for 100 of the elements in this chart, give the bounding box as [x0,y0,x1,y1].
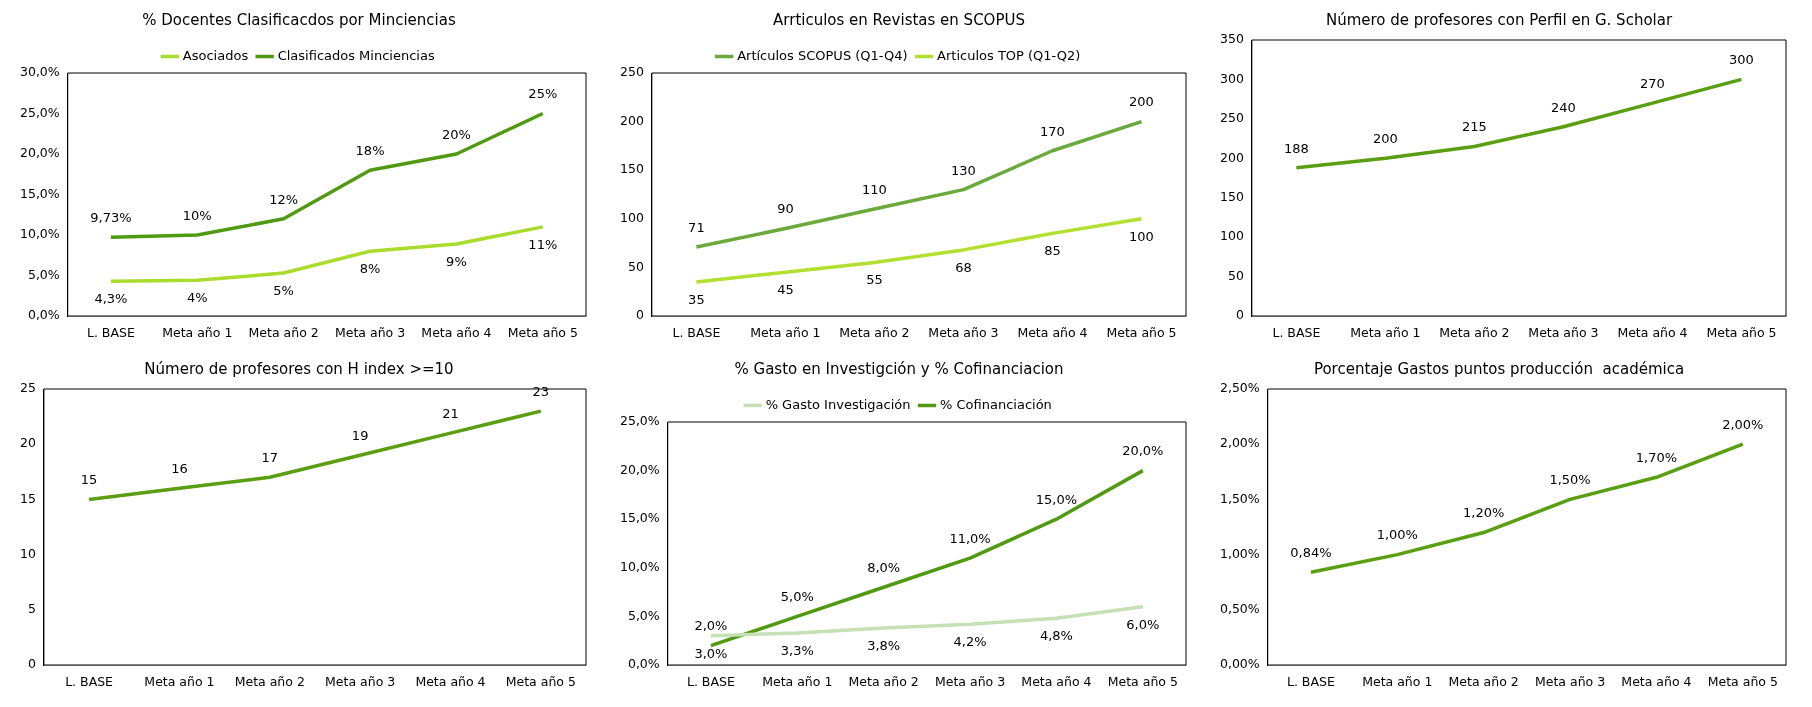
y-tick-label: 20,0% [619,461,660,477]
data-label: 11,0% [949,530,991,546]
data-label: 21 [442,406,459,422]
x-tick-label: L. BASE [672,324,721,340]
chart-title: Porcentaje Gastos puntos producción académica [1313,359,1685,378]
data-label: 17 [261,450,279,466]
y-tick-label: 25,0% [619,413,660,429]
data-label: 4,2% [953,634,987,650]
y-tick-label: 0 [635,307,644,323]
data-label: 1,00% [1376,527,1418,543]
x-tick-label: Meta año 3 [928,324,999,340]
chart-title: % Gasto en Investigción y % Cofinanciacion [734,359,1064,378]
data-label: 270 [1640,75,1665,91]
legend-label: Artículos SCOPUS (Q1-Q4) [737,47,908,63]
y-tick-label: 150 [1220,188,1244,204]
y-tick-label: 10 [20,545,36,561]
y-tick-label: 0,0% [27,307,60,323]
y-tick-label: 250 [620,64,644,80]
legend-label: % Gasto Investigación [765,396,911,412]
x-tick-label: Meta año 4 [415,673,486,689]
x-tick-label: Meta año 3 [325,673,396,689]
data-label: 9% [446,253,467,269]
y-tick-label: 250 [1220,110,1244,126]
data-label: 15,0% [1035,492,1078,508]
x-tick-label: Meta año 2 [1439,324,1510,340]
y-tick-label: 150 [620,161,644,177]
x-tick-label: Meta año 1 [750,324,821,340]
data-label: 71 [688,219,705,235]
x-tick-label: Meta año 5 [1707,673,1778,689]
data-label: 19 [351,428,369,444]
chart-title: Número de profesores con Perfil en G. Scholar [1325,10,1673,29]
y-tick-label: 10,0% [19,226,60,242]
y-tick-label: 20 [20,435,36,451]
data-label: 3,0% [694,645,728,661]
data-label: 188 [1283,140,1309,156]
y-tick-label: 300 [1220,70,1244,86]
y-tick-label: 15,0% [619,510,660,526]
x-tick-label: Meta año 5 [507,324,578,340]
y-tick-label: 0,50% [1219,601,1260,617]
data-label: 3,8% [867,637,901,653]
data-label: 100 [1129,228,1154,244]
x-tick-label: Meta año 3 [934,673,1006,689]
data-label: 8% [359,261,381,277]
x-tick-label: Meta año 4 [1017,324,1088,340]
y-tick-label: 30,0% [19,64,60,80]
x-tick-label: Meta año 2 [1448,673,1519,689]
data-label: 4,3% [94,291,128,307]
x-tick-label: Meta año 5 [1106,324,1177,340]
legend-label: Clasificados Minciencias [277,47,435,63]
data-label: 200 [1129,94,1154,110]
y-tick-label: 0,0% [627,656,660,672]
y-tick-label: 200 [620,112,644,128]
x-tick-label: Meta año 3 [334,324,406,340]
data-label: 4,8% [1039,628,1073,644]
y-tick-label: 15,0% [19,185,60,201]
data-label: 5,0% [780,589,814,605]
data-label: 8,0% [867,560,901,576]
data-label: 23 [532,383,550,399]
x-tick-label: L. BASE [1272,324,1321,340]
y-tick-label: 0,00% [1219,656,1260,672]
legend-label: Asociados [182,47,249,63]
data-label: 200 [1372,131,1398,147]
data-label: 68 [955,259,972,275]
y-tick-label: 25 [20,380,36,396]
data-label: 9,73% [90,210,132,226]
y-tick-label: 50 [1227,267,1244,283]
data-label: 130 [951,162,976,178]
data-label: 110 [862,181,887,197]
y-tick-label: 100 [1220,228,1244,244]
y-tick-label: 2,00% [1219,435,1260,451]
data-label: 18% [355,143,385,159]
data-label: 55 [866,272,883,288]
x-tick-label: Meta año 1 [1350,324,1421,340]
y-tick-label: 350 [1220,31,1244,47]
data-label: 170 [1040,123,1065,139]
x-tick-label: Meta año 2 [248,324,319,340]
x-tick-label: Meta año 5 [1706,324,1777,340]
legend-label: % Cofinanciación [940,396,1052,412]
data-label: 20% [441,126,471,142]
y-tick-label: 10,0% [619,559,660,575]
data-label: 1,50% [1549,472,1591,488]
y-tick-label: 5,0% [27,266,60,282]
y-tick-label: 1,00% [1219,545,1260,561]
y-tick-label: 0 [1235,307,1244,323]
x-tick-label: Meta año 1 [144,673,215,689]
x-tick-label: L. BASE [86,324,135,340]
y-tick-label: 1,50% [1219,490,1260,506]
y-tick-label: 25,0% [19,104,60,120]
data-label: 4% [186,290,208,306]
x-tick-label: Meta año 5 [1107,673,1178,689]
x-tick-label: Meta año 4 [421,324,492,340]
y-tick-label: 5 [27,601,36,617]
x-tick-label: L. BASE [686,673,735,689]
data-label: 300 [1729,52,1754,68]
y-tick-label: 2,50% [1219,380,1260,396]
data-label: 2,0% [694,618,728,634]
x-tick-label: Meta año 4 [1621,673,1692,689]
data-label: 12% [269,191,299,207]
y-tick-label: 100 [620,210,644,226]
x-tick-label: Meta año 4 [1617,324,1688,340]
